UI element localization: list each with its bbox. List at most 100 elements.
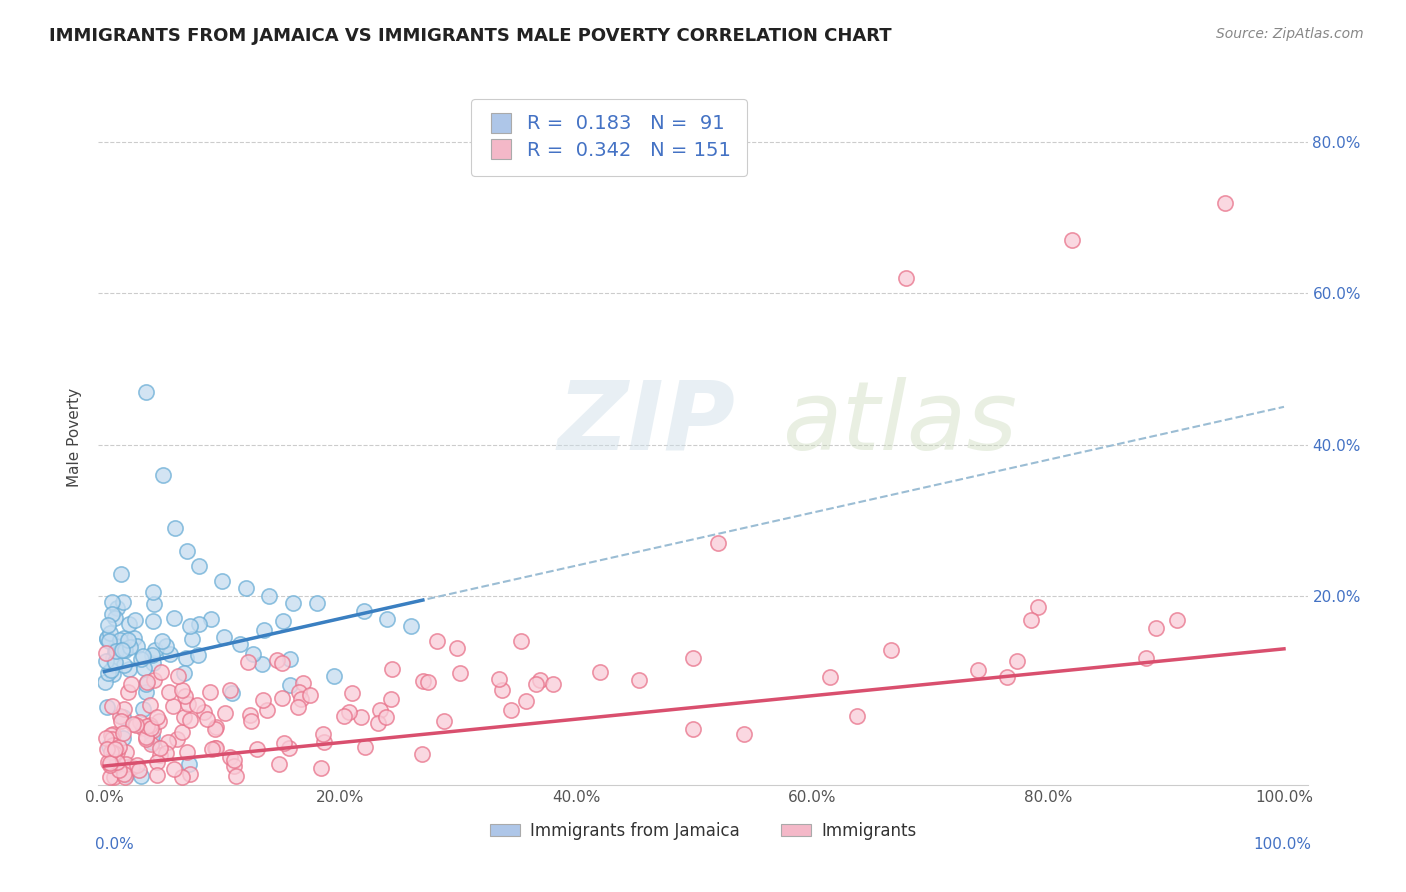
Point bbox=[173, 666, 195, 681]
Point bbox=[166, 731, 188, 746]
Point bbox=[239, 708, 262, 723]
Point bbox=[181, 632, 204, 646]
Point bbox=[117, 632, 139, 647]
Point bbox=[146, 755, 169, 769]
Point bbox=[966, 663, 988, 677]
Text: IMMIGRANTS FROM JAMAICA VS IMMIGRANTS MALE POVERTY CORRELATION CHART: IMMIGRANTS FROM JAMAICA VS IMMIGRANTS MA… bbox=[49, 27, 891, 45]
Point bbox=[97, 739, 120, 754]
Point bbox=[287, 699, 309, 714]
Point bbox=[145, 768, 167, 782]
Point bbox=[433, 714, 456, 728]
Point bbox=[150, 665, 173, 679]
Point bbox=[1213, 195, 1236, 210]
Point bbox=[135, 732, 157, 747]
Point bbox=[238, 656, 260, 670]
Point bbox=[205, 720, 228, 734]
Point bbox=[139, 717, 162, 731]
Point bbox=[128, 715, 150, 730]
Point bbox=[1019, 613, 1042, 627]
Point bbox=[135, 719, 157, 733]
Point bbox=[323, 669, 346, 683]
Point bbox=[224, 759, 246, 773]
Point bbox=[515, 693, 537, 707]
Point bbox=[541, 676, 564, 690]
Point bbox=[103, 760, 125, 774]
Point bbox=[235, 582, 257, 596]
Point bbox=[896, 271, 918, 285]
Point bbox=[266, 653, 288, 667]
Text: Source: ZipAtlas.com: Source: ZipAtlas.com bbox=[1216, 27, 1364, 41]
Point bbox=[120, 640, 142, 654]
Point bbox=[412, 674, 434, 689]
Point bbox=[166, 669, 188, 683]
Point bbox=[173, 709, 195, 723]
Point bbox=[368, 703, 391, 717]
Point bbox=[252, 692, 274, 706]
Point bbox=[187, 558, 209, 573]
Point bbox=[120, 677, 142, 691]
Point bbox=[253, 624, 276, 638]
Point bbox=[98, 626, 121, 640]
Point bbox=[399, 619, 422, 633]
Point bbox=[256, 703, 278, 717]
Point bbox=[100, 745, 122, 759]
Point bbox=[115, 756, 138, 771]
Point bbox=[353, 604, 375, 618]
Point bbox=[281, 597, 304, 611]
Point bbox=[1166, 613, 1188, 627]
Point bbox=[132, 661, 155, 675]
Point bbox=[135, 384, 157, 399]
Point bbox=[149, 748, 172, 763]
Point bbox=[117, 685, 139, 699]
Point bbox=[176, 745, 198, 759]
Point bbox=[165, 521, 187, 535]
Point bbox=[219, 682, 242, 697]
Point bbox=[136, 675, 159, 690]
Point bbox=[278, 652, 301, 666]
Point bbox=[222, 753, 245, 767]
Point bbox=[212, 630, 235, 644]
Point bbox=[149, 741, 172, 756]
Point bbox=[200, 741, 222, 756]
Point bbox=[122, 716, 145, 731]
Point bbox=[103, 657, 125, 672]
Point bbox=[101, 739, 124, 753]
Point bbox=[381, 662, 404, 676]
Point bbox=[177, 697, 200, 711]
Point bbox=[418, 674, 440, 689]
Point bbox=[97, 755, 120, 769]
Point bbox=[239, 714, 262, 728]
Point bbox=[159, 648, 181, 662]
Point bbox=[125, 757, 148, 772]
Point bbox=[114, 746, 136, 760]
Point bbox=[104, 741, 127, 756]
Point bbox=[104, 644, 127, 658]
Point bbox=[112, 702, 135, 716]
Point bbox=[309, 761, 332, 775]
Point bbox=[98, 757, 121, 772]
Point bbox=[1144, 621, 1167, 635]
Text: 0.0%: 0.0% bbox=[94, 837, 134, 852]
Point bbox=[449, 666, 471, 681]
Point bbox=[103, 771, 125, 785]
Point bbox=[367, 715, 389, 730]
Point bbox=[291, 676, 314, 690]
Point bbox=[97, 618, 120, 632]
Point bbox=[110, 567, 132, 582]
Point bbox=[138, 698, 160, 713]
Point bbox=[142, 723, 165, 738]
Point bbox=[135, 677, 157, 691]
Point bbox=[179, 766, 201, 780]
Point bbox=[1007, 654, 1029, 668]
Point bbox=[125, 639, 148, 653]
Point bbox=[105, 600, 128, 615]
Point bbox=[104, 655, 127, 669]
Point bbox=[350, 710, 373, 724]
Point bbox=[271, 614, 294, 628]
Point bbox=[682, 723, 704, 737]
Point bbox=[103, 740, 125, 755]
Point bbox=[142, 657, 165, 671]
Point bbox=[117, 617, 139, 632]
Point bbox=[94, 731, 117, 745]
Point bbox=[174, 690, 197, 704]
